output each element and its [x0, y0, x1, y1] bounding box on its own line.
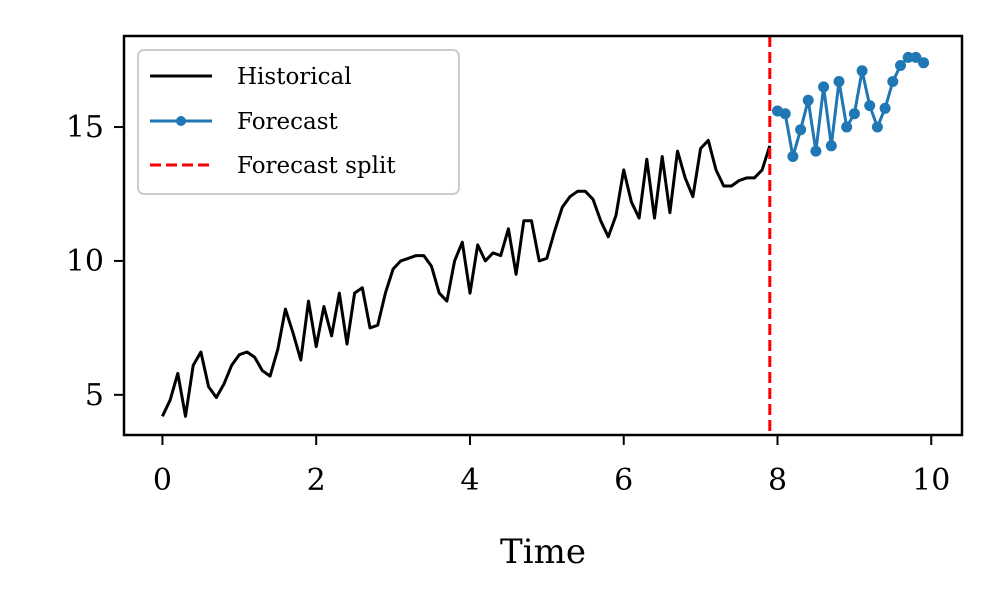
- data-point-forecast: [879, 102, 891, 114]
- data-point-forecast: [910, 51, 922, 63]
- data-point-forecast: [902, 51, 914, 63]
- data-point-forecast: [810, 145, 822, 157]
- y-tick-label: 5: [85, 378, 104, 413]
- data-point-forecast: [887, 76, 899, 87]
- legend-swatch-forecast-marker: [176, 116, 186, 126]
- x-tick-label: 0: [153, 463, 172, 498]
- plot-area: [161, 36, 930, 435]
- legend-label-historical: Historical: [237, 64, 352, 90]
- data-point-forecast: [841, 121, 853, 133]
- data-point-forecast: [818, 81, 830, 93]
- legend-label-forecast-split: Forecast split: [237, 153, 396, 179]
- data-point-forecast: [787, 151, 799, 162]
- data-point-forecast: [795, 124, 807, 136]
- x-axis-title: Time: [500, 532, 586, 572]
- series-line-forecast: [777, 55, 925, 158]
- x-tick-label: 6: [614, 463, 633, 498]
- data-point-forecast: [833, 76, 845, 87]
- data-point-forecast: [825, 140, 837, 152]
- x-tick-label: 4: [460, 463, 479, 498]
- data-point-forecast: [895, 60, 906, 71]
- data-point-forecast: [856, 65, 868, 77]
- legend-box: [137, 49, 460, 195]
- legend-label-forecast: Forecast: [237, 109, 339, 135]
- data-point-forecast: [802, 94, 814, 106]
- data-point-forecast: [871, 121, 883, 133]
- y-tick-label: 15: [66, 110, 104, 145]
- axes: 0 2 4 6 8 10 5 10 15 Time: [66, 34, 964, 572]
- data-point-forecast: [864, 100, 876, 112]
- data-point-forecast: [848, 108, 860, 120]
- legend: Historical Forecast Forecast split: [137, 49, 460, 195]
- x-tick-label: 2: [307, 463, 326, 498]
- y-tick-label: 10: [66, 244, 104, 279]
- series-line-historical: [161, 138, 772, 418]
- data-point-forecast: [779, 108, 791, 120]
- axes-frame: [122, 34, 964, 437]
- x-tick-label: 8: [768, 463, 787, 498]
- x-tick-label: 10: [912, 463, 950, 498]
- data-point-forecast: [918, 57, 930, 69]
